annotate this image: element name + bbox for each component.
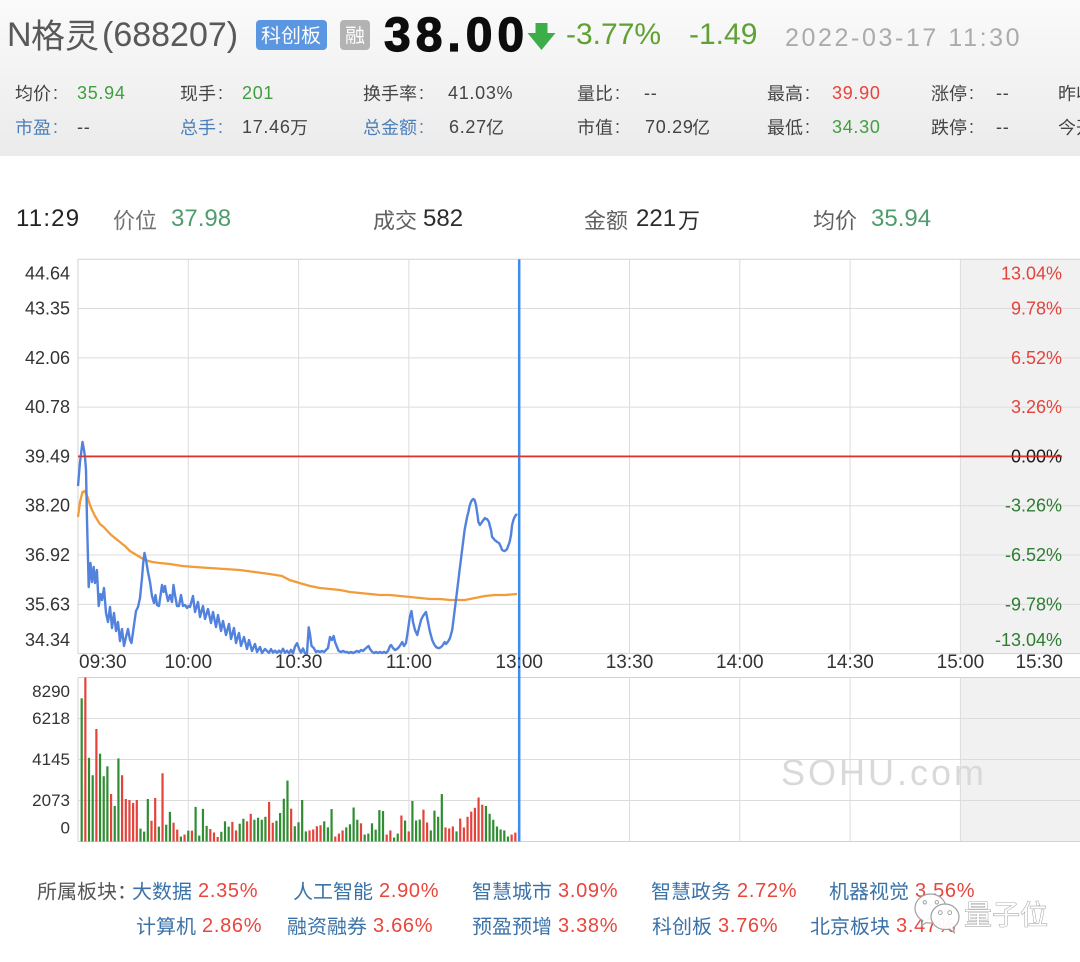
- svg-text:42.06: 42.06: [25, 348, 70, 368]
- svg-text:15:30: 15:30: [1015, 652, 1063, 673]
- svg-text:39.49: 39.49: [25, 446, 70, 466]
- svg-text:2073: 2073: [32, 791, 70, 810]
- svg-text:-13.04%: -13.04%: [995, 630, 1062, 650]
- svg-text:40.78: 40.78: [25, 397, 70, 417]
- svg-text:9.78%: 9.78%: [1011, 299, 1062, 319]
- svg-text:09:30: 09:30: [79, 652, 127, 673]
- svg-text:38.20: 38.20: [25, 496, 70, 516]
- svg-text:14:30: 14:30: [826, 652, 874, 673]
- svg-text:4145: 4145: [32, 750, 70, 769]
- svg-text:8290: 8290: [32, 682, 70, 701]
- svg-text:3.26%: 3.26%: [1011, 397, 1062, 417]
- svg-text:36.92: 36.92: [25, 545, 70, 565]
- svg-text:15:00: 15:00: [937, 652, 985, 673]
- svg-text:10:00: 10:00: [165, 652, 213, 673]
- svg-text:14:00: 14:00: [716, 652, 764, 673]
- svg-text:13.04%: 13.04%: [1001, 264, 1062, 284]
- svg-text:34.34: 34.34: [25, 630, 70, 650]
- svg-text:35.63: 35.63: [25, 594, 70, 614]
- svg-text:13:30: 13:30: [606, 652, 654, 673]
- svg-text:-6.52%: -6.52%: [1005, 545, 1062, 565]
- svg-text:44.64: 44.64: [25, 264, 70, 284]
- svg-text:6.52%: 6.52%: [1011, 348, 1062, 368]
- svg-text:-3.26%: -3.26%: [1005, 496, 1062, 516]
- svg-text:6218: 6218: [32, 709, 70, 728]
- svg-text:13:00: 13:00: [495, 652, 543, 673]
- svg-text:11:00: 11:00: [386, 652, 432, 673]
- svg-text:SOHU.com: SOHU.com: [781, 752, 987, 793]
- svg-text:10:30: 10:30: [275, 652, 323, 673]
- svg-text:0: 0: [61, 819, 70, 838]
- svg-text:-9.78%: -9.78%: [1005, 594, 1062, 614]
- svg-text:43.35: 43.35: [25, 299, 70, 319]
